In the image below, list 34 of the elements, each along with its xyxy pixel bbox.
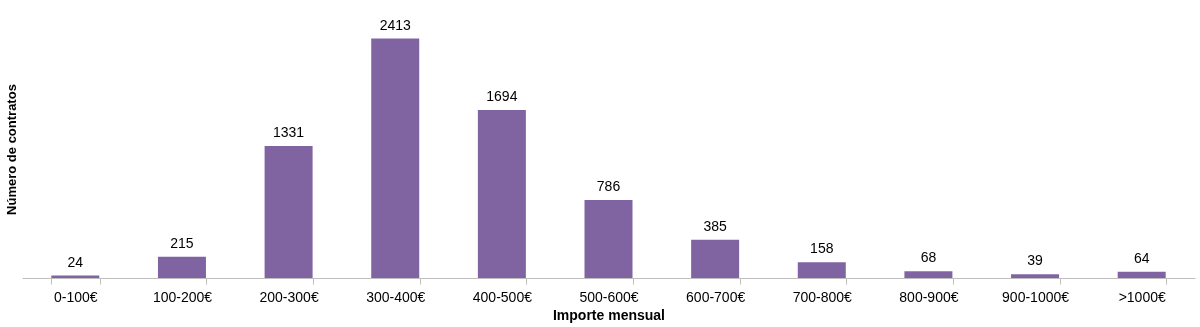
x-tick-label: 300-400€: [366, 288, 426, 305]
x-tick-label: 0-100€: [54, 288, 98, 305]
bar: [691, 239, 740, 278]
x-tick-label: 700-800€: [792, 288, 853, 305]
data-label: 385: [703, 217, 728, 234]
x-tick-label: 400-500€: [472, 288, 533, 305]
data-label: 24: [67, 253, 84, 270]
bar: [264, 145, 313, 278]
x-tick-label: 800-900€: [899, 288, 959, 305]
x-tick-label: >1000€: [1118, 288, 1166, 305]
bar: [371, 38, 420, 278]
bar: [1011, 274, 1060, 278]
x-tick-label: 600-700€: [686, 288, 746, 305]
data-label: 158: [810, 240, 834, 257]
data-label: 215: [170, 234, 194, 251]
bar: [904, 271, 953, 278]
x-tick-label: 500-600€: [579, 288, 639, 305]
bar: [477, 109, 526, 278]
data-label: 68: [920, 249, 937, 266]
x-axis-title: Importe mensual: [552, 306, 666, 323]
data-label: 39: [1027, 252, 1044, 269]
data-label: 786: [596, 178, 621, 194]
x-tick-label: 100-200€: [152, 288, 213, 305]
y-axis-title: Número de contratos: [3, 84, 19, 215]
data-label: 1331: [273, 123, 305, 140]
data-label: 1694: [486, 87, 518, 104]
bar: [584, 200, 633, 278]
data-label: 64: [1133, 249, 1150, 266]
bar: [1117, 271, 1166, 278]
x-tick-label: 900-1000€: [1002, 288, 1070, 305]
x-tick-label: 200-300€: [259, 288, 319, 305]
bar: [157, 256, 206, 278]
data-label: 2413: [379, 16, 412, 33]
bar: [797, 262, 846, 278]
